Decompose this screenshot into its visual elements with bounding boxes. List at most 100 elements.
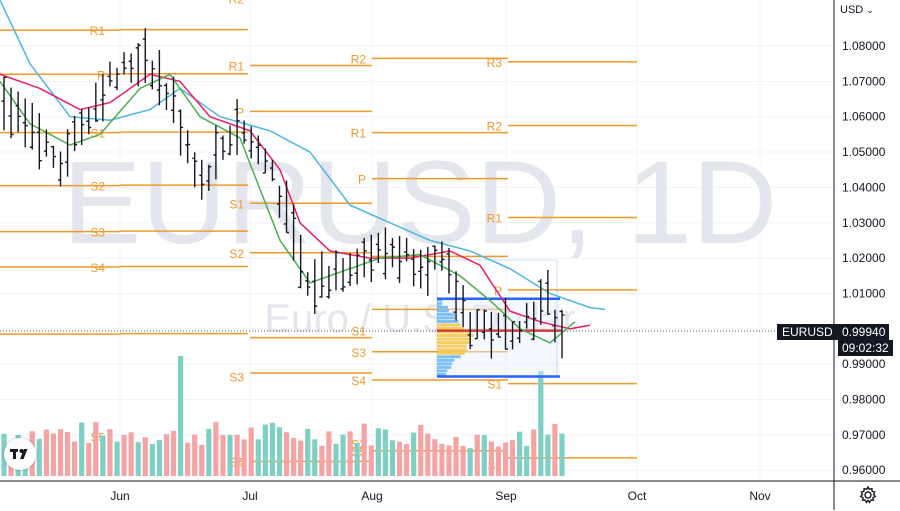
volume-bar — [241, 439, 247, 476]
profile-histogram-bar — [437, 358, 455, 362]
volume-bar — [185, 442, 191, 476]
volume-bar — [347, 431, 353, 476]
volume-bar — [283, 432, 290, 476]
pivot-label: R2 — [351, 52, 367, 66]
volume-bar — [43, 429, 49, 476]
profile-histogram-bar — [437, 302, 443, 306]
tradingview-logo-icon[interactable] — [4, 438, 36, 470]
volume-bar — [340, 434, 346, 476]
time-tick-label: Jul — [242, 489, 257, 503]
volume-bar — [276, 427, 283, 476]
profile-histogram-bar — [437, 319, 459, 323]
volume-bar — [213, 422, 219, 476]
volume-bar — [170, 430, 177, 476]
ma-slow-line — [0, 0, 606, 311]
currency-button[interactable]: USD ⌄ — [840, 4, 874, 16]
volume-bar — [290, 437, 297, 476]
volume-bar — [57, 429, 64, 476]
volume-bar — [1, 433, 7, 476]
volume-bar — [361, 423, 367, 476]
volume-bar — [396, 441, 403, 476]
volume-bar — [114, 441, 120, 476]
volume-bar — [192, 434, 198, 476]
grid — [0, 0, 834, 481]
volume-bar — [517, 431, 523, 476]
volume-bar — [163, 434, 170, 476]
volume-bar — [552, 423, 558, 476]
volume-bar — [474, 434, 480, 476]
volume-bar — [538, 371, 544, 476]
volume-bar — [319, 445, 325, 476]
chevron-down-icon: ⌄ — [866, 5, 874, 15]
pivot-label: R2 — [487, 120, 503, 134]
profile-histogram-bar — [437, 327, 464, 330]
ma-mid-line — [0, 73, 576, 344]
profile-histogram-bar — [437, 305, 449, 309]
watermark-description: Euro / U.S. Dollar — [264, 297, 575, 341]
time-tick-label: Jun — [110, 489, 129, 503]
volume-bar — [86, 442, 92, 476]
volume-bar — [135, 442, 141, 476]
volume-bar — [227, 435, 233, 476]
volume-bar — [262, 424, 268, 476]
chart-background — [0, 0, 834, 482]
volume-bar — [72, 441, 78, 476]
volume-bar — [404, 443, 410, 476]
pivot-label: S2 — [229, 247, 244, 261]
volume-bar — [446, 445, 452, 476]
profile-histogram-bar — [437, 309, 449, 313]
pivot-label: S1 — [229, 197, 244, 211]
pivot-label: P — [236, 105, 244, 119]
volume-bar — [467, 447, 473, 476]
profile-histogram-bar — [437, 369, 448, 373]
pivot-label: S1 — [487, 378, 502, 392]
price-axis[interactable]: 1.08000 1.07000 1.06000 1.05000 1.04000 1.030… — [842, 39, 886, 477]
profile-histogram-bar — [437, 365, 452, 369]
volume-bar — [312, 439, 318, 476]
pivot-label: S4 — [351, 374, 366, 388]
volume-bar — [559, 433, 565, 476]
pivot-label: R3 — [487, 56, 503, 70]
profile-histogram-bar — [437, 312, 455, 316]
volume-bar — [79, 422, 85, 476]
volume-bar — [495, 446, 502, 476]
volume-bar — [142, 437, 148, 476]
volume-bar — [382, 429, 389, 476]
profile-histogram-bar — [437, 316, 456, 320]
time-tick-label: Oct — [628, 489, 647, 503]
volume-bar — [333, 443, 339, 476]
volume-bar — [121, 434, 127, 476]
profile-histogram-bar — [437, 337, 472, 341]
price-tick-label: 1.06000 — [842, 110, 886, 124]
volume-bar — [481, 435, 487, 476]
profile-histogram-bar — [437, 334, 474, 338]
volume-bar — [545, 434, 551, 476]
volume-bar — [298, 440, 304, 476]
profile-histogram-bar — [437, 298, 443, 302]
time-tick-label: Sep — [495, 489, 517, 503]
time-axis[interactable]: Jun Jul Aug Sep Oct Nov — [110, 489, 770, 503]
profile-histogram-bar — [437, 351, 465, 355]
volume-bar — [128, 432, 134, 476]
gear-icon[interactable] — [857, 484, 879, 506]
pivot-label: R1 — [229, 59, 245, 73]
pivot-label: S1 — [90, 127, 105, 141]
countdown-tag: 09:02:32 — [838, 340, 893, 356]
volume-bar — [502, 442, 509, 476]
volume-bar — [199, 444, 205, 476]
watermark: EURUSD, 1D Euro / U.S. Dollar — [63, 137, 778, 341]
volume-bar — [439, 443, 445, 476]
volume-bar — [418, 424, 424, 476]
time-tick-label: Aug — [361, 489, 382, 503]
volume-bar — [389, 440, 396, 476]
price-tick-label: 1.04000 — [842, 180, 886, 194]
volume-bars — [1, 356, 565, 476]
pivot-label: R2 — [229, 0, 245, 6]
volume-bar — [326, 431, 332, 476]
pivot-label: P — [97, 68, 105, 82]
watermark-symbol: EURUSD, 1D — [63, 137, 778, 269]
volume-bar — [255, 439, 261, 476]
volume-bar — [375, 428, 381, 476]
price-tick-label: 1.03000 — [842, 216, 886, 230]
